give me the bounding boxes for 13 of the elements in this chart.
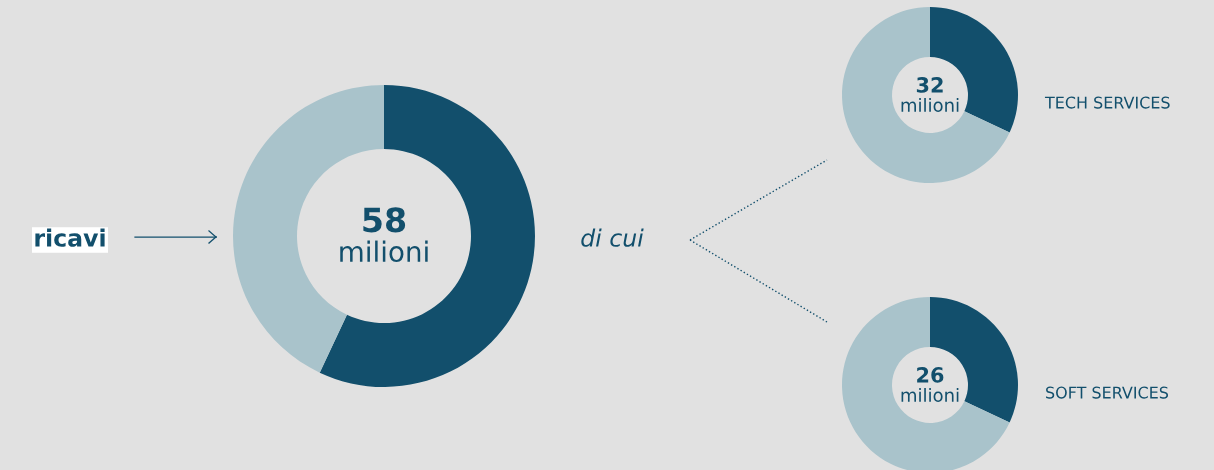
donut-slice xyxy=(842,297,1010,470)
text: TECH SERVICES xyxy=(1044,96,1170,109)
text: di cui xyxy=(581,228,644,247)
text: milioni xyxy=(340,240,428,263)
donut-slice xyxy=(842,7,1010,183)
donut-slice xyxy=(319,85,535,387)
text: milioni xyxy=(901,97,959,112)
text: 26 xyxy=(917,367,944,383)
text: milioni xyxy=(901,387,959,402)
text: 58 xyxy=(363,207,406,233)
text: SOFT SERVICES xyxy=(1046,386,1169,399)
text: ricavi xyxy=(35,228,105,247)
text: 32 xyxy=(916,77,943,93)
